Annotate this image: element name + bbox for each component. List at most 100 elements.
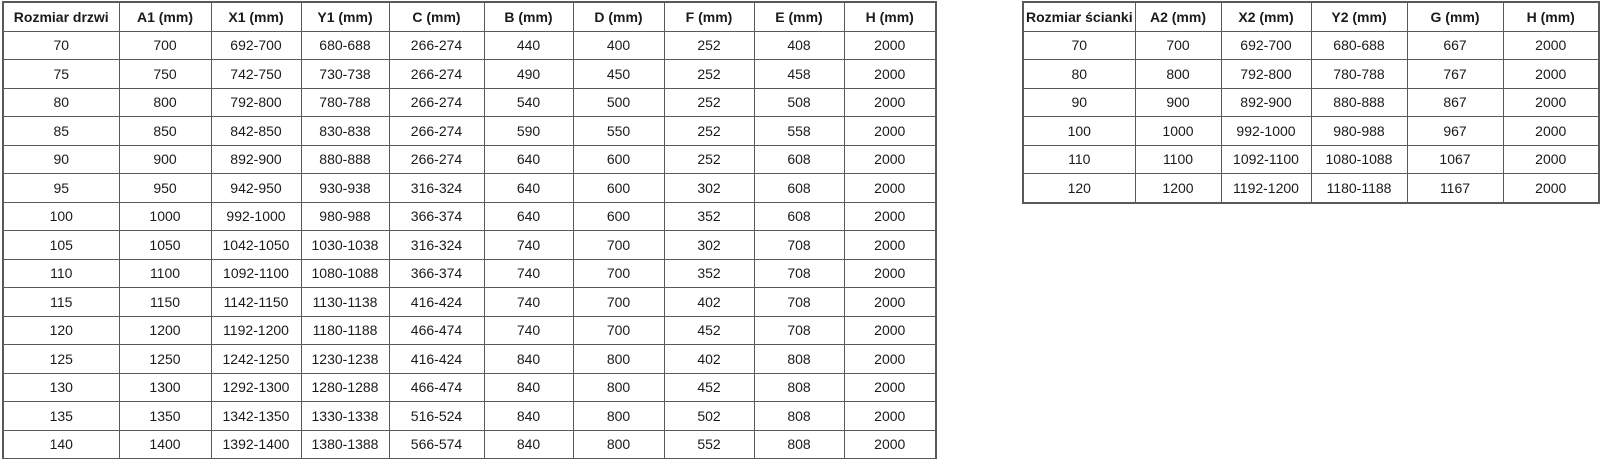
table-cell: 252 [663, 30, 755, 60]
table-cell: 1100 [1134, 144, 1222, 174]
table-cell: 1230-1238 [300, 344, 390, 374]
table-cell: 680-688 [300, 30, 390, 60]
table-cell: 1192-1200 [1220, 173, 1312, 203]
table-cell: 2000 [843, 59, 937, 89]
table-cell: 600 [572, 144, 665, 174]
table-cell: 70 [1022, 30, 1136, 60]
table-cell: 316-324 [388, 230, 485, 260]
table-cell: 540 [483, 87, 574, 117]
table-cell: 516-524 [388, 401, 485, 431]
table-cell: 1400 [118, 429, 212, 459]
column-header: Rozmiar drzwi [2, 1, 120, 32]
table-cell: 566-574 [388, 429, 485, 459]
table-cell: 1192-1200 [210, 315, 302, 345]
table-cell: 252 [663, 59, 755, 89]
table-cell: 892-900 [1220, 87, 1312, 117]
table-cell: 90 [1022, 87, 1136, 117]
table-cell: 2000 [843, 315, 937, 345]
table-cell: 1080-1088 [1310, 144, 1408, 174]
table-cell: 708 [753, 315, 845, 345]
table-cell: 2000 [1502, 144, 1600, 174]
column-header: E (mm) [753, 1, 845, 32]
table-cell: 140 [2, 429, 120, 459]
table-cell: 466-474 [388, 372, 485, 402]
column-header: G (mm) [1406, 1, 1504, 32]
table-cell: 352 [663, 258, 755, 288]
table-cell: 2000 [843, 230, 937, 260]
table-cell: 316-324 [388, 173, 485, 203]
table-cell: 366-374 [388, 258, 485, 288]
table-cell: 800 [1134, 59, 1222, 89]
table-cell: 125 [2, 344, 120, 374]
table-cell: 830-838 [300, 116, 390, 146]
table-cell: 1100 [118, 258, 212, 288]
table-cell: 1080-1088 [300, 258, 390, 288]
table-cell: 2000 [843, 30, 937, 60]
table-cell: 708 [753, 230, 845, 260]
table-row: 80 800 792-800 780-788 266-274 540 500 252 508 20… [2, 87, 937, 117]
table-cell: 800 [572, 372, 665, 402]
table-cell: 416-424 [388, 344, 485, 374]
table-cell: 1000 [1134, 116, 1222, 146]
table-cell: 552 [663, 429, 755, 459]
table-cell: 1092-1100 [210, 258, 302, 288]
table-cell: 640 [483, 201, 574, 231]
table-cell: 800 [572, 429, 665, 459]
table-cell: 967 [1406, 116, 1504, 146]
table-cell: 266-274 [388, 87, 485, 117]
door-size-table: Rozmiar drzwi A1 (mm) X1 (mm) Y1 (mm) C (mm)… [2, 1, 937, 459]
table-cell: 590 [483, 116, 574, 146]
table-cell: 808 [753, 429, 845, 459]
table-cell: 692-700 [210, 30, 302, 60]
column-header: Rozmiar ścianki [1022, 1, 1136, 32]
table-row: 110 1100 1092-1100 1080-1088 366-374 740 700 35… [2, 258, 937, 288]
table-cell: 135 [2, 401, 120, 431]
table-cell: 352 [663, 201, 755, 231]
column-header: F (mm) [663, 1, 755, 32]
table-cell: 452 [663, 315, 755, 345]
table-cell: 740 [483, 287, 574, 317]
table-cell: 608 [753, 144, 845, 174]
table-cell: 400 [572, 30, 665, 60]
table-cell: 2000 [843, 201, 937, 231]
table-cell: 608 [753, 173, 845, 203]
table-cell: 452 [663, 372, 755, 402]
column-header: H (mm) [843, 1, 937, 32]
table-cell: 1142-1150 [210, 287, 302, 317]
table-cell: 608 [753, 201, 845, 231]
table-cell: 1380-1388 [300, 429, 390, 459]
table-cell: 2000 [1502, 173, 1600, 203]
table-cell: 466-474 [388, 315, 485, 345]
table-cell: 1300 [118, 372, 212, 402]
table-cell: 780-788 [300, 87, 390, 117]
table-cell: 880-888 [300, 144, 390, 174]
table-cell: 70 [2, 30, 120, 60]
table-cell: 808 [753, 372, 845, 402]
table-cell: 2000 [1502, 116, 1600, 146]
table-cell: 930-938 [300, 173, 390, 203]
table-cell: 458 [753, 59, 845, 89]
table-cell: 850 [118, 116, 212, 146]
table-cell: 680-688 [1310, 30, 1408, 60]
column-header: X1 (mm) [210, 1, 302, 32]
table-cell: 840 [483, 372, 574, 402]
table-cell: 90 [2, 144, 120, 174]
table-cell: 1292-1300 [210, 372, 302, 402]
table-cell: 842-850 [210, 116, 302, 146]
table-cell: 2000 [843, 287, 937, 317]
table-cell: 1330-1338 [300, 401, 390, 431]
table-cell: 800 [572, 401, 665, 431]
table-cell: 730-738 [300, 59, 390, 89]
table-row: 100 1000 992-1000 980-988 967 2000 [1022, 116, 1600, 146]
column-header: A2 (mm) [1134, 1, 1222, 32]
table-cell: 266-274 [388, 144, 485, 174]
table-cell: 408 [753, 30, 845, 60]
table-cell: 1130-1138 [300, 287, 390, 317]
table-cell: 1350 [118, 401, 212, 431]
table-cell: 740 [483, 258, 574, 288]
table-cell: 2000 [843, 173, 937, 203]
table-cell: 100 [2, 201, 120, 231]
table-cell: 1050 [118, 230, 212, 260]
table-cell: 2000 [1502, 87, 1600, 117]
